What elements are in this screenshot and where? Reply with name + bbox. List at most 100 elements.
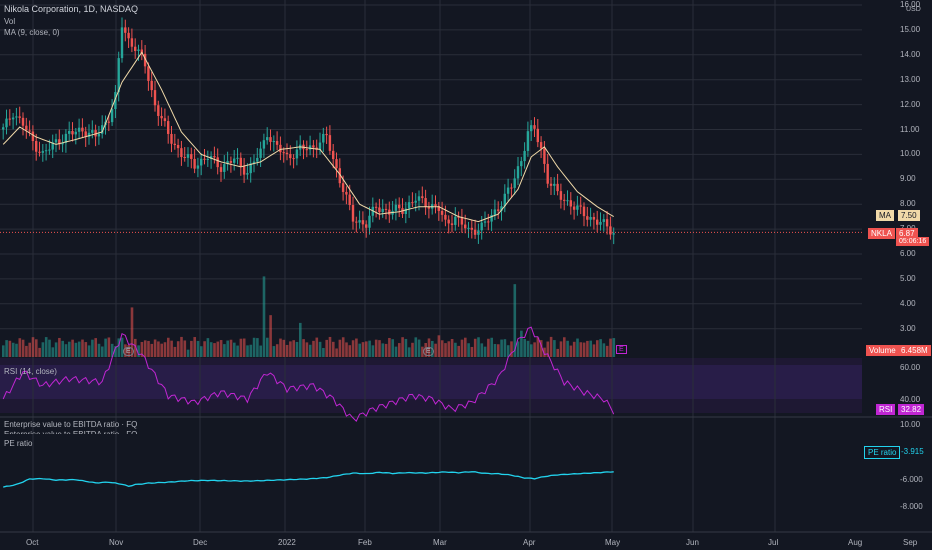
candle-body bbox=[526, 131, 530, 151]
earnings-marker-upcoming[interactable]: E bbox=[616, 345, 627, 354]
volume-bar bbox=[200, 346, 203, 357]
candle-body bbox=[605, 219, 609, 227]
volume-bar bbox=[196, 340, 200, 357]
candle-body bbox=[94, 130, 97, 137]
volume-bar bbox=[292, 340, 295, 357]
pe-legend: PE ratio bbox=[4, 439, 33, 448]
candle-body bbox=[81, 127, 84, 132]
time-label: Sep bbox=[903, 538, 918, 547]
volume-bar bbox=[421, 346, 424, 357]
volume-bar bbox=[31, 337, 35, 357]
volume-bar bbox=[25, 345, 28, 357]
candle-body bbox=[384, 208, 388, 210]
candle-body bbox=[117, 58, 120, 93]
volume-bar bbox=[374, 339, 378, 357]
volume-bar bbox=[18, 338, 22, 357]
volume-bar bbox=[140, 341, 144, 357]
candle-body bbox=[190, 154, 193, 159]
price-tick-label: 9.00 bbox=[900, 174, 916, 184]
candle-body bbox=[378, 207, 381, 213]
candle-body bbox=[398, 204, 401, 209]
volume-bar bbox=[130, 307, 134, 357]
candle-body bbox=[21, 117, 25, 126]
candle-body bbox=[582, 206, 586, 217]
volume-legend: Vol bbox=[4, 17, 16, 26]
volume-bar bbox=[493, 344, 497, 357]
volume-bar bbox=[464, 337, 467, 357]
volume-bar bbox=[348, 345, 352, 357]
earnings-marker-mar[interactable]: E bbox=[423, 347, 434, 356]
volume-bar bbox=[586, 340, 589, 357]
rsi-legend: RSI (14, close) bbox=[4, 367, 57, 376]
fund-tick-10: 10.00 bbox=[900, 420, 921, 429]
volume-bar bbox=[233, 342, 236, 357]
ma-tag-value: 7.50 bbox=[898, 210, 920, 221]
fund-tick-minus8: -8.000 bbox=[900, 502, 923, 511]
candle-body bbox=[216, 157, 219, 168]
rsi-band bbox=[0, 365, 862, 399]
pe-tag-value: -3.915 bbox=[901, 447, 924, 456]
volume-bar bbox=[120, 337, 124, 357]
volume-bar bbox=[536, 337, 540, 357]
volume-bar bbox=[579, 342, 583, 357]
volume-bar bbox=[596, 340, 599, 357]
volume-bar bbox=[285, 344, 289, 357]
volume-bar bbox=[444, 343, 447, 357]
candle-body bbox=[163, 118, 167, 122]
candle-body bbox=[566, 200, 569, 202]
volume-bar bbox=[48, 339, 51, 357]
volume-bar bbox=[516, 341, 520, 357]
candle-body bbox=[332, 150, 335, 160]
volume-bar bbox=[193, 337, 196, 357]
candle-body bbox=[497, 209, 500, 211]
volume-bar bbox=[371, 345, 375, 357]
candle-body bbox=[477, 230, 480, 235]
volume-bar bbox=[186, 349, 190, 357]
volume-bar bbox=[289, 341, 292, 357]
candle-body bbox=[553, 183, 556, 186]
candle-body bbox=[266, 137, 269, 141]
candle-body bbox=[381, 208, 384, 213]
volume-bar bbox=[117, 338, 121, 357]
volume-bar bbox=[477, 337, 480, 357]
volume-bar bbox=[61, 340, 64, 357]
volume-bar bbox=[176, 341, 180, 357]
candle-body bbox=[493, 209, 497, 215]
candle-body bbox=[8, 118, 11, 120]
volume-bar bbox=[467, 343, 470, 357]
candle-body bbox=[483, 221, 487, 223]
candle-body bbox=[239, 157, 242, 167]
volume-bar bbox=[150, 343, 154, 357]
volume-bar bbox=[500, 339, 503, 357]
candle-body bbox=[361, 220, 365, 225]
candle-body bbox=[506, 187, 510, 194]
candle-body bbox=[176, 144, 180, 149]
candle-body bbox=[414, 200, 417, 203]
volume-bar bbox=[275, 344, 279, 357]
candle-body bbox=[173, 143, 176, 145]
volume-bar bbox=[8, 340, 12, 357]
volume-bar bbox=[589, 340, 592, 357]
candle-body bbox=[64, 133, 68, 143]
volume-bar bbox=[440, 340, 444, 357]
candle-body bbox=[236, 157, 239, 159]
fund-tick-minus6: -6.000 bbox=[900, 475, 923, 484]
candle-body bbox=[318, 142, 322, 150]
time-label: 2022 bbox=[278, 538, 296, 547]
volume-bar bbox=[266, 337, 269, 357]
candle-body bbox=[292, 158, 295, 160]
candle-body bbox=[602, 219, 605, 222]
candle-body bbox=[447, 219, 450, 224]
candle-body bbox=[599, 221, 602, 225]
candle-body bbox=[11, 117, 15, 120]
candle-body bbox=[312, 145, 315, 148]
candle-body bbox=[200, 158, 203, 166]
volume-bar bbox=[530, 344, 533, 357]
volume-bar bbox=[549, 336, 553, 357]
candle-body bbox=[612, 233, 615, 235]
volume-bar bbox=[576, 338, 579, 357]
volume-bar bbox=[5, 340, 8, 357]
volume-bar bbox=[401, 337, 404, 357]
earnings-marker-nov[interactable]: E bbox=[123, 347, 134, 356]
